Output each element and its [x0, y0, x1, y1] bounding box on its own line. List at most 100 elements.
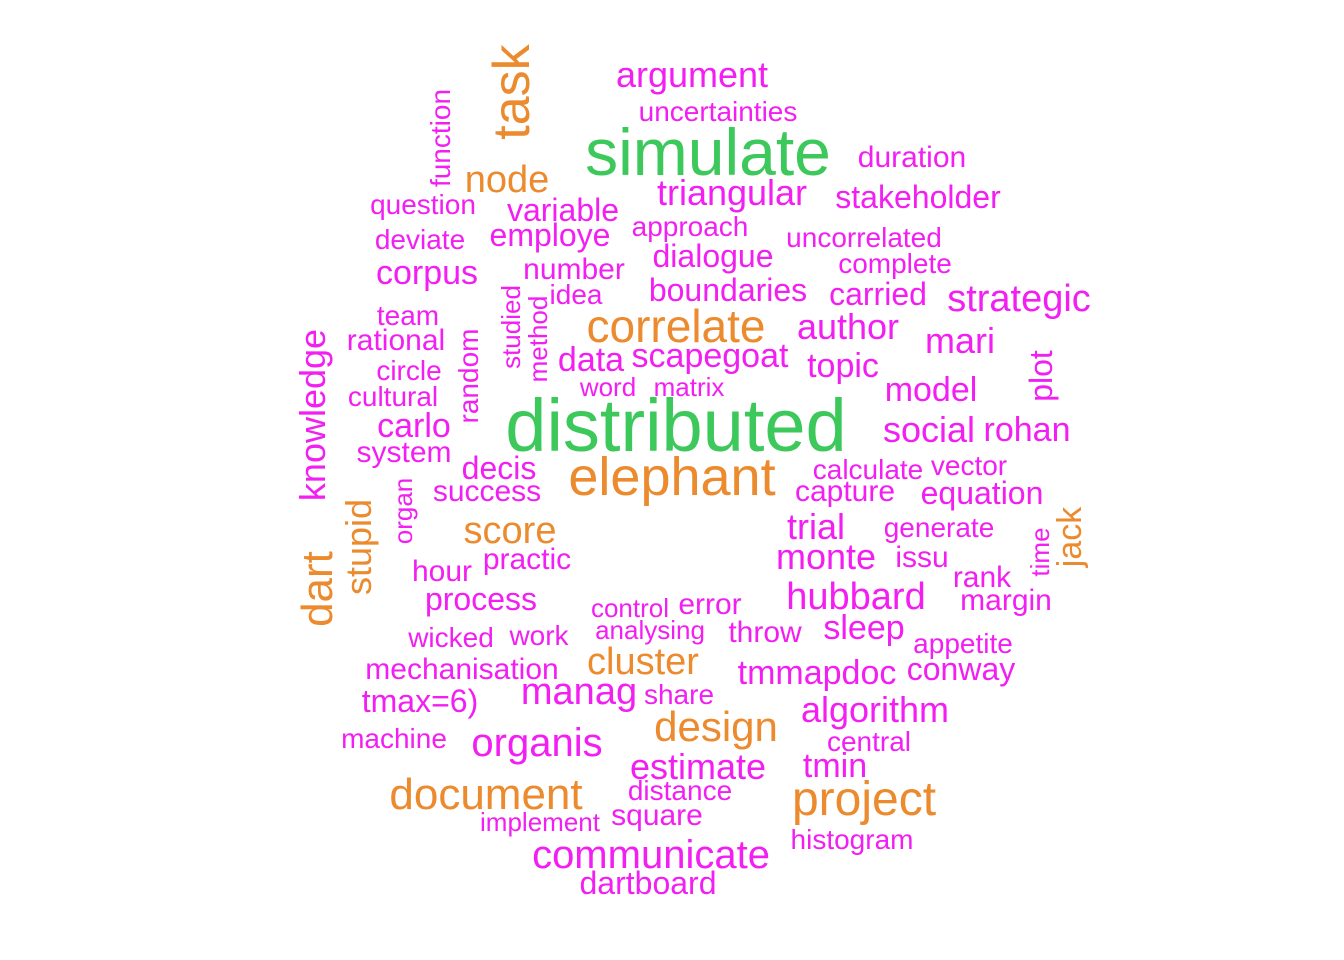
- word-variable: variable: [506, 192, 620, 228]
- word-stakeholder: stakeholder: [835, 179, 1001, 215]
- word-practic: practic: [482, 543, 572, 576]
- word-function: function: [425, 88, 456, 188]
- word-algorithm: algorithm: [800, 689, 950, 730]
- word-mechanisation: mechanisation: [365, 653, 559, 686]
- word-equation: equation: [920, 475, 1044, 511]
- word-cluster: cluster: [587, 641, 699, 683]
- word-boundaries: boundaries: [648, 272, 808, 308]
- word-machine: machine: [341, 723, 447, 754]
- word-uncertainties: uncertainties: [638, 96, 798, 127]
- word-number: number: [523, 253, 625, 286]
- word-capture: capture: [794, 475, 896, 508]
- word-calculate: calculate: [812, 454, 924, 485]
- word-cultural: cultural: [347, 381, 439, 412]
- word-employe: employe: [489, 217, 611, 253]
- word-vector: vector: [930, 450, 1008, 481]
- word-deviate: deviate: [374, 224, 466, 255]
- word-distributed: distributed: [505, 384, 847, 467]
- word-carlo: carlo: [377, 407, 451, 445]
- word-histogram: histogram: [790, 824, 914, 855]
- word-word: word: [579, 372, 637, 402]
- word-appetite: appetite: [913, 628, 1013, 659]
- word-author: author: [796, 306, 900, 347]
- word-control: control: [590, 593, 670, 623]
- word-complete: complete: [838, 248, 952, 279]
- word-random: random: [453, 328, 484, 424]
- word-work: work: [509, 620, 569, 651]
- word-dart: dart: [293, 551, 342, 627]
- word-task: task: [483, 44, 541, 140]
- word-score: score: [463, 510, 557, 552]
- word-hour: hour: [411, 555, 473, 588]
- word-node: node: [464, 159, 550, 201]
- word-idea: idea: [549, 279, 603, 310]
- word-tmin: tmin: [802, 747, 868, 785]
- word-sleep: sleep: [823, 609, 905, 647]
- word-project: project: [791, 773, 937, 826]
- word-monte: monte: [775, 536, 877, 577]
- word-organis: organis: [471, 721, 603, 765]
- word-matrix: matrix: [653, 372, 725, 402]
- word-model: model: [884, 371, 978, 409]
- word-stupid: stupid: [338, 498, 379, 596]
- word-duration: duration: [857, 141, 967, 174]
- word-elephant: elephant: [568, 447, 776, 507]
- word-tmmapdoc: tmmapdoc: [737, 654, 897, 692]
- word-time: time: [1025, 527, 1055, 577]
- word-dartboard: dartboard: [579, 865, 717, 901]
- word-distance: distance: [627, 775, 733, 806]
- word-correlate: correlate: [586, 300, 766, 352]
- word-team: team: [376, 300, 440, 331]
- word-argument: argument: [615, 54, 769, 95]
- word-success: success: [432, 475, 542, 508]
- word-process: process: [424, 581, 538, 617]
- word-hubbard: hubbard: [786, 576, 926, 618]
- word-manag: manag: [520, 671, 638, 713]
- word-circle: circle: [376, 355, 442, 386]
- word-knowledge: knowledge: [292, 328, 333, 502]
- word-scapegoat: scapegoat: [631, 337, 789, 375]
- word-share: share: [643, 679, 715, 710]
- word-tmax-6: tmax=6): [361, 683, 479, 719]
- word-decis: decis: [461, 450, 537, 486]
- word-throw: throw: [728, 616, 802, 649]
- word-implement: implement: [480, 807, 600, 837]
- word-plot: plot: [1023, 350, 1059, 402]
- word-rank: rank: [952, 561, 1012, 594]
- word-jack: jack: [1051, 506, 1089, 568]
- word-trial: trial: [786, 506, 846, 547]
- word-estimate: estimate: [629, 746, 767, 787]
- word-design: design: [654, 703, 778, 750]
- word-issu: issu: [895, 541, 949, 574]
- word-organ: organ: [388, 477, 418, 545]
- word-data: data: [557, 341, 625, 379]
- word-dialogue: dialogue: [652, 238, 774, 274]
- word-margin: margin: [960, 584, 1052, 617]
- word-communicate: communicate: [532, 833, 770, 877]
- word-corpus: corpus: [375, 254, 479, 292]
- word-strategic: strategic: [947, 278, 1091, 320]
- word-carried: carried: [829, 276, 927, 312]
- word-triangular: triangular: [656, 172, 808, 213]
- word-method: method: [523, 295, 553, 383]
- word-approach: approach: [631, 211, 749, 242]
- word-document: document: [389, 770, 583, 819]
- word-social: social: [882, 409, 976, 450]
- word-generate: generate: [883, 512, 995, 543]
- word-mari: mari: [925, 320, 995, 361]
- word-simulate: simulate: [585, 115, 831, 189]
- word-conway: conway: [906, 651, 1016, 687]
- word-rational: rational: [346, 324, 446, 357]
- word-topic: topic: [807, 347, 879, 385]
- word-wicked: wicked: [408, 622, 494, 653]
- word-question: question: [370, 189, 476, 220]
- word-error: error: [678, 588, 742, 621]
- word-uncorrelated: uncorrelated: [786, 222, 942, 253]
- word-studied: studied: [496, 285, 526, 369]
- word-central: central: [826, 726, 912, 757]
- word-system: system: [356, 436, 452, 469]
- word-rohan: rohan: [983, 411, 1071, 449]
- word-square: square: [611, 799, 703, 832]
- word-analysing: analysing: [595, 615, 705, 645]
